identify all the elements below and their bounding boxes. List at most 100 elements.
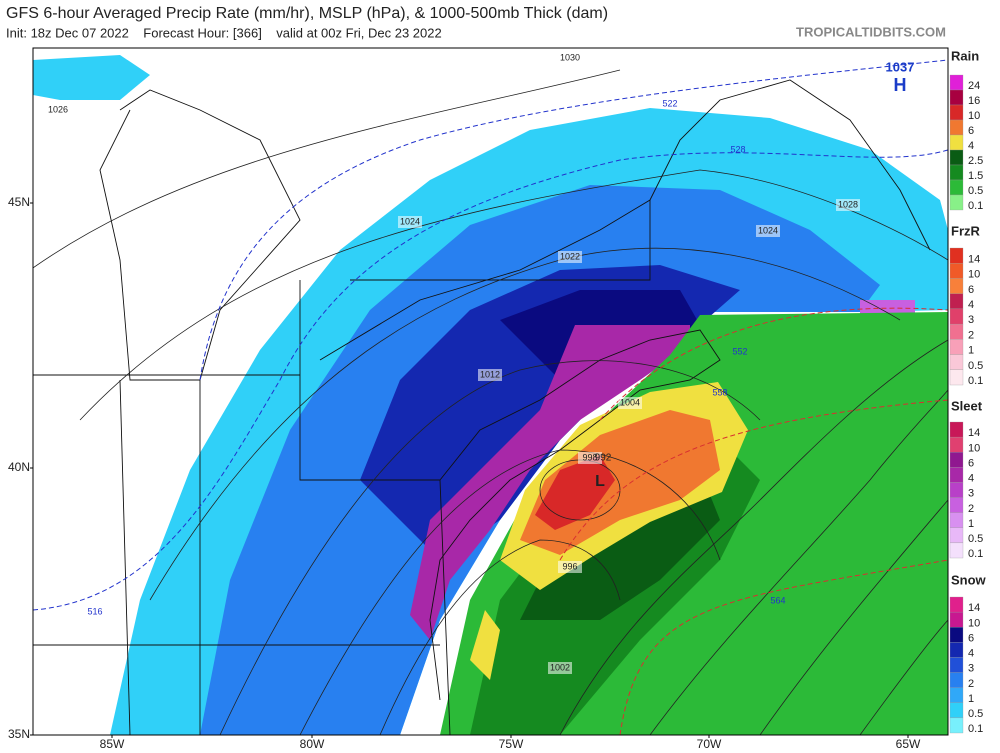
pressure-label: 996: [562, 561, 577, 571]
legend-swatch: [949, 263, 964, 279]
legend-label: 10: [968, 110, 980, 122]
thickness-label: 564: [770, 595, 785, 605]
pressure-label: 1028: [838, 199, 858, 209]
legend-label: 16: [968, 95, 980, 107]
site: TROPICALTIDBITS.COM: [796, 24, 946, 39]
legend-swatch: [949, 369, 964, 386]
legend-label: 14: [968, 253, 980, 265]
legend-swatch: [949, 247, 964, 264]
pressure-label: 1030: [560, 52, 580, 62]
legend-swatch: [949, 702, 964, 719]
legend-swatch: [949, 611, 964, 628]
legend-swatch: [949, 164, 964, 181]
low-value: 992: [595, 453, 612, 464]
legend-label: 24: [968, 80, 980, 92]
legend-swatch: [949, 657, 964, 673]
label-box: [756, 225, 780, 237]
legend-label: 0.5: [968, 533, 983, 545]
legend-label: 1: [968, 693, 974, 705]
legend-title: Sleet: [951, 398, 983, 413]
pressure-label: 1004: [620, 397, 640, 407]
legend-label: 3: [968, 663, 974, 675]
legend-label: 4: [968, 140, 974, 152]
legend-swatch: [949, 512, 964, 528]
legend-swatch: [949, 104, 964, 121]
lon-label: 65W: [896, 737, 921, 751]
legend-swatch: [949, 467, 964, 483]
map: [32, 47, 949, 736]
legend-label: 0.5: [968, 360, 983, 372]
legend-swatch: [949, 149, 964, 166]
legend-label: 0.5: [968, 185, 983, 197]
label-box: [398, 216, 422, 228]
legend-label: 2: [968, 329, 974, 341]
thickness-label: 552: [732, 346, 747, 356]
thickness-label: 528: [730, 144, 745, 154]
label-box: [836, 199, 860, 211]
legend-swatch: [949, 482, 964, 498]
legend-swatch: [949, 527, 964, 544]
legend-label: 6: [968, 632, 974, 644]
legend-label: 0.1: [968, 200, 983, 212]
legend-swatch: [949, 452, 964, 468]
legend-label: 3: [968, 488, 974, 500]
legend-swatch: [949, 119, 964, 136]
legend-label: 4: [968, 648, 974, 660]
legend-label: 2: [968, 678, 974, 690]
thickness-label: 522: [662, 98, 677, 108]
legend-label: 10: [968, 269, 980, 281]
legend-swatch: [949, 278, 964, 294]
legend-swatch: [949, 179, 964, 196]
legend-swatch: [949, 687, 964, 703]
legend-swatch: [949, 323, 964, 340]
label-box: [558, 52, 582, 64]
high-symbol: H: [894, 75, 907, 95]
legend-swatch: [949, 596, 964, 613]
legend-label: 14: [968, 602, 980, 614]
legend-label: 1: [968, 518, 974, 530]
pressure-label: 1022: [560, 251, 580, 261]
lon-label: 70W: [697, 737, 722, 751]
legend-swatch: [949, 74, 964, 91]
label-box: [46, 104, 70, 116]
contour-labels: 45N 40N 35N 85W 80W 75W 70W 65W 1030 1026 1024 1022…: [8, 52, 921, 751]
legend-label: 4: [968, 299, 974, 311]
legend-label: 1.5: [968, 170, 983, 182]
low-symbol: L: [595, 473, 605, 490]
legend-swatch: [949, 542, 964, 559]
lat-label: 40N: [8, 460, 30, 474]
legend-title: FrzR: [951, 223, 981, 238]
legend-swatch: [949, 194, 964, 211]
pressure-label: 998: [582, 452, 597, 462]
label-box: [478, 369, 502, 381]
high-value: 1037: [886, 59, 915, 74]
legend-swatch: [949, 421, 964, 438]
legend-label: 6: [968, 125, 974, 137]
pressure-label: 1024: [400, 216, 420, 226]
label-box: [618, 397, 642, 409]
legend-label: 10: [968, 442, 980, 454]
pressure-label: 1024: [758, 225, 778, 235]
legend-swatch: [949, 627, 964, 643]
pressure-label: 1002: [550, 662, 570, 672]
legend-label: 2: [968, 503, 974, 515]
label-box: [578, 452, 602, 464]
lon-label: 80W: [300, 737, 325, 751]
lon-label: 75W: [499, 737, 524, 751]
legend-label: 1: [968, 345, 974, 357]
pressure-label: 1026: [48, 104, 68, 114]
legend-swatch: [949, 497, 964, 513]
legend-label: 14: [968, 427, 980, 439]
label-box: [558, 561, 582, 573]
label-box: [548, 662, 572, 674]
legend-swatch: [949, 436, 964, 453]
thickness-label: 558: [712, 387, 727, 397]
legend-label: 6: [968, 457, 974, 469]
legend-label: 0.1: [968, 548, 983, 560]
legend-swatch: [949, 672, 964, 688]
legend-label: 4: [968, 473, 974, 485]
legend-label: 10: [968, 617, 980, 629]
legend-swatch: [949, 339, 964, 355]
label-box: [558, 251, 582, 263]
